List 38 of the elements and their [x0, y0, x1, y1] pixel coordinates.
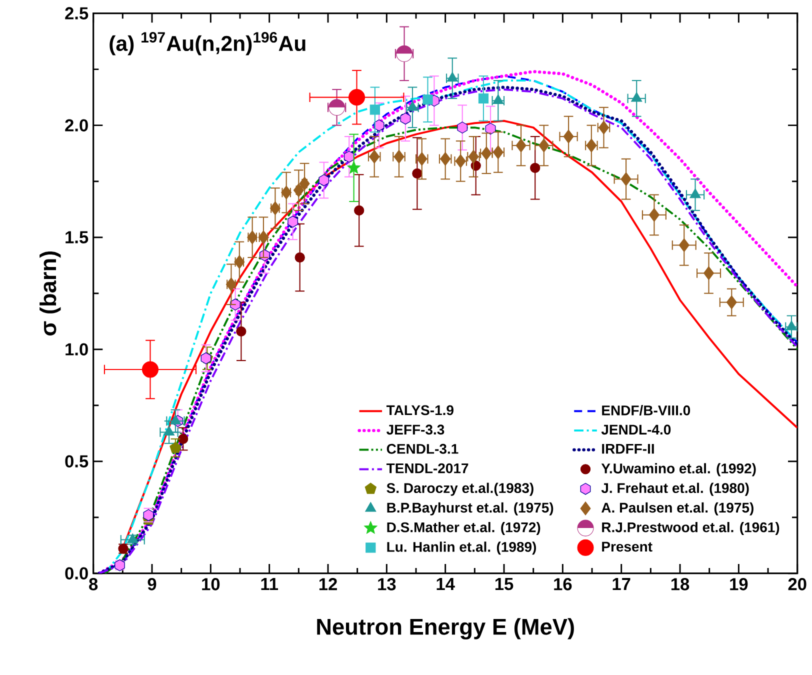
x-tick-label: 10 [202, 578, 220, 590]
legend-label: J. Frehaut et.al. (1980) [601, 482, 749, 496]
legend-label: Lu. Hanlin et.al. (1989) [387, 542, 536, 555]
x-tick-label: 18 [671, 578, 690, 590]
legend-label: TENDL-2017 [386, 464, 468, 474]
y-tick-label: 2.5 [65, 7, 88, 20]
x-tick-label: 8 [89, 578, 98, 590]
x-tick-label: 9 [148, 578, 156, 590]
legend-label: Present [602, 542, 652, 552]
x-tick-label: 13 [378, 578, 396, 590]
x-tick-label: 20 [788, 578, 806, 590]
y-axis-title: σ (barn) [40, 252, 61, 336]
text: (a) $^{197}$Au(n,2n)$^{196}$Au [110, 32, 306, 56]
y-tick-label: 2.0 [65, 119, 88, 132]
x-tick-label: 12 [319, 578, 337, 590]
legend-label: B.P.Bayhurst et.al. (1975) [387, 502, 554, 516]
legend-label: R.J.Prestwood et.al. (1961) [602, 522, 780, 536]
x-tick-label: 17 [612, 578, 630, 590]
x-axis-title: Neutron Energy E (MeV) [317, 618, 574, 640]
x-tick-label: 14 [436, 578, 455, 590]
legend-label: JEFF-3.3 [386, 424, 444, 435]
legend-label: A. Paulsen et.al. (1975) [602, 502, 754, 516]
x-tick-label: 15 [495, 578, 514, 590]
legend-label: IRDFF-II [602, 444, 654, 454]
y-tick-label: 1.0 [66, 343, 88, 356]
legend-label: Y.Uwamino et.al. (1992) [601, 463, 756, 476]
legend-label: JENDL-4.0 [601, 424, 671, 435]
y-tick-label: 1.5 [66, 231, 88, 244]
legend-label: TALYS-1.9 [386, 405, 454, 416]
legend-label: D.S.Mather et.al. (1972) [387, 522, 540, 536]
y-tick-label: 0.5 [65, 455, 88, 468]
legend-label: S. Daroczy et.al.(1983) [386, 482, 534, 496]
legend-label: CENDL-3.1 [386, 444, 458, 454]
y-tick-label: 0.0 [65, 567, 88, 580]
x-tick-label: 16 [554, 578, 572, 590]
x-tick-label: 11 [261, 578, 278, 590]
x-tick-label: 19 [730, 578, 748, 590]
legend-label: ENDF/B-VIII.0 [602, 405, 690, 416]
